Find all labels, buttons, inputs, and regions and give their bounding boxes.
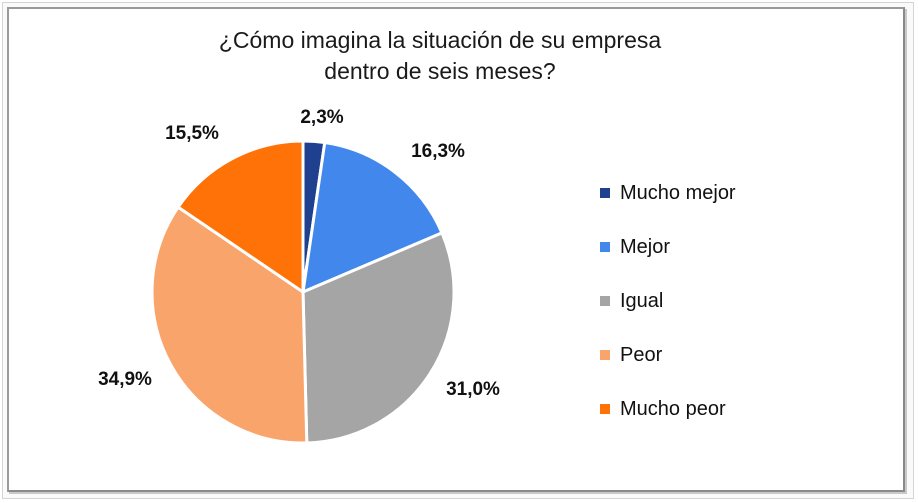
pie-slice-mucho-peor[interactable] xyxy=(176,139,305,294)
pie-slice-mejor[interactable] xyxy=(301,141,444,294)
legend-swatch xyxy=(600,350,610,360)
legend-swatch xyxy=(600,242,610,252)
legend-swatch xyxy=(600,404,610,414)
legend-item-igual[interactable]: Igual xyxy=(600,274,736,328)
legend: Mucho mejor Mejor Igual Peor Mucho peor xyxy=(600,166,736,436)
data-label-mucho-peor: 15,5% xyxy=(165,123,219,144)
data-label-mucho-mejor: 2,3% xyxy=(300,107,344,128)
legend-label: Igual xyxy=(620,289,664,312)
legend-item-mucho-peor[interactable]: Mucho peor xyxy=(600,382,736,436)
legend-swatch xyxy=(600,188,610,198)
legend-label: Mejor xyxy=(620,235,671,258)
chart-title: ¿Cómo imagina la situación de su empresa… xyxy=(9,25,871,87)
legend-item-mucho-mejor[interactable]: Mucho mejor xyxy=(600,166,736,220)
legend-item-peor[interactable]: Peor xyxy=(600,328,736,382)
chart-title-line-2: dentro de seis meses? xyxy=(324,58,556,84)
legend-label: Peor xyxy=(620,343,663,366)
pie-slice-peor[interactable] xyxy=(150,205,309,445)
legend-item-mejor[interactable]: Mejor xyxy=(600,220,736,274)
data-label-peor: 34,9% xyxy=(98,369,152,390)
pie-slice-igual[interactable] xyxy=(301,231,456,445)
data-label-igual: 31,0% xyxy=(446,379,500,400)
legend-label: Mucho peor xyxy=(620,397,726,420)
legend-swatch xyxy=(600,296,610,306)
legend-label: Mucho mejor xyxy=(620,181,736,204)
chart-title-line-1: ¿Cómo imagina la situación de su empresa xyxy=(218,27,662,53)
data-label-mejor: 16,3% xyxy=(411,141,465,162)
